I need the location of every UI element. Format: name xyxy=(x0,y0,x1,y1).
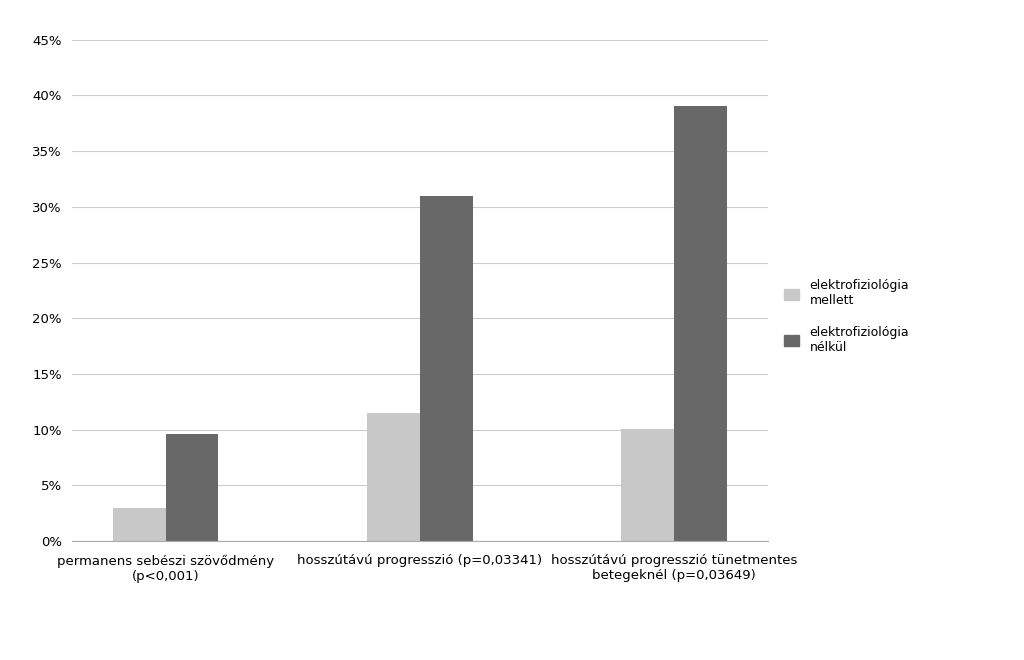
Bar xyxy=(622,428,674,541)
Bar xyxy=(166,434,218,541)
Bar xyxy=(674,106,727,541)
Legend: elektrofiziológia
mellett, elektrofiziológia
nélkül: elektrofiziológia mellett, elektrofiziol… xyxy=(784,279,909,354)
Bar xyxy=(368,413,420,541)
Bar xyxy=(420,195,472,541)
Bar xyxy=(113,508,166,541)
